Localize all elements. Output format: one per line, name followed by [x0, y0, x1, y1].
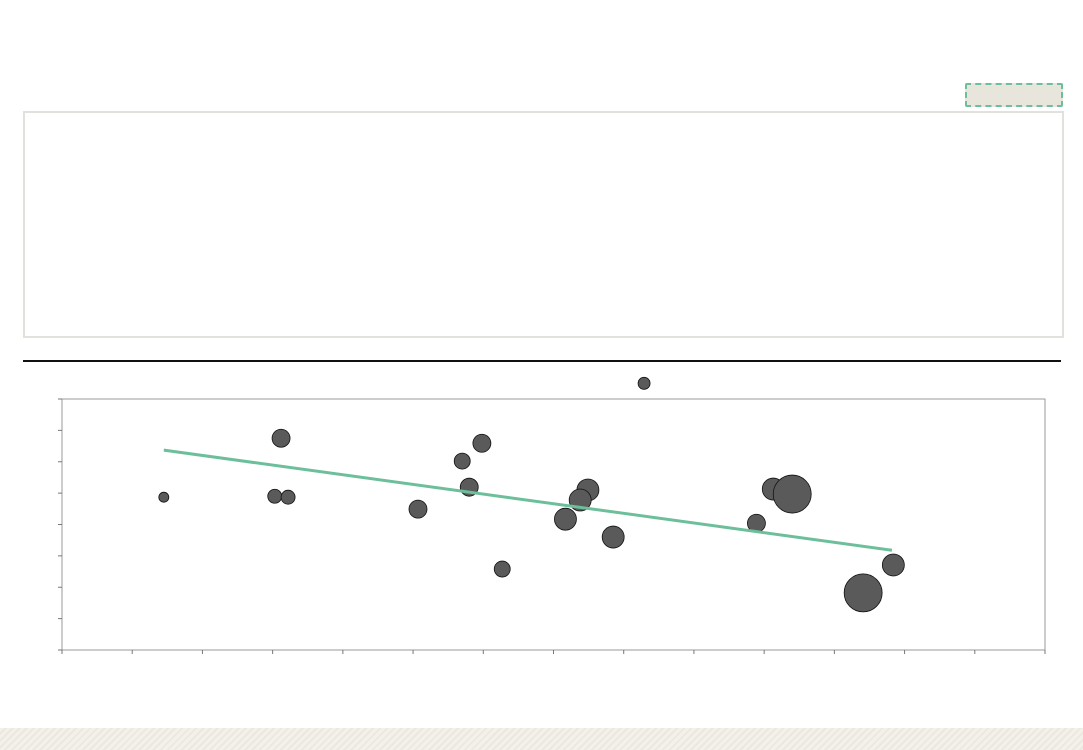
bubble: [881, 553, 905, 577]
chart: [58, 376, 1046, 654]
bubble: [637, 376, 651, 390]
bubble: [843, 573, 883, 613]
bubble: [453, 452, 471, 470]
divider: [23, 360, 1061, 362]
bubble: [158, 491, 170, 503]
badge[interactable]: [965, 83, 1063, 107]
bubble: [493, 560, 511, 578]
bubble: [271, 428, 291, 448]
bubble: [280, 489, 296, 505]
bubble: [408, 499, 428, 519]
bubble: [554, 507, 577, 531]
bubble: [601, 525, 625, 549]
bubble: [772, 474, 812, 514]
footer: [0, 728, 1083, 750]
panel: [23, 111, 1064, 338]
bubble: [472, 433, 492, 453]
plot-frame: [61, 398, 1046, 651]
bubble: [267, 488, 283, 504]
trend-line: [163, 448, 893, 552]
